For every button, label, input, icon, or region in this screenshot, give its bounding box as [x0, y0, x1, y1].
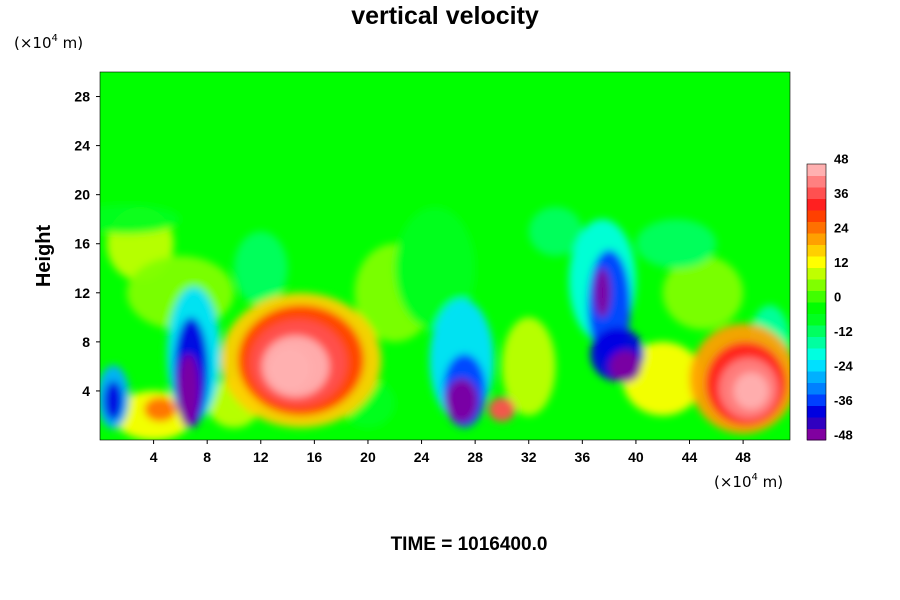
- colorbar-band: [807, 256, 826, 268]
- colorbar-band: [807, 302, 826, 314]
- colorbar-tick-label: -36: [834, 393, 853, 408]
- colorbar-band: [807, 348, 826, 360]
- colorbar-band: [807, 371, 826, 383]
- y-axis-label: Height: [33, 225, 55, 288]
- contour-region: [733, 372, 769, 410]
- colorbar-tick-label: -24: [834, 358, 854, 373]
- contour-region: [501, 317, 556, 416]
- y-ticks: 4 8 12 16 20 24 28: [74, 89, 100, 399]
- colorbar-frame: [806, 163, 827, 441]
- y-tick-label: 12: [74, 285, 90, 301]
- contour-region: [270, 348, 311, 390]
- colorbar-band: [807, 394, 826, 406]
- colorbar-band: [807, 233, 826, 245]
- colorbar-band: [807, 313, 826, 326]
- x-tick-label: 32: [521, 449, 537, 465]
- y-tick-label: 4: [82, 383, 90, 399]
- colorbar: [806, 163, 827, 441]
- y-tick-label: 16: [74, 236, 90, 252]
- colorbar-band: [807, 198, 826, 211]
- contour-region: [488, 397, 516, 422]
- colorbar-band: [807, 336, 826, 349]
- colorbar-band: [807, 382, 826, 395]
- x-tick-label: 28: [467, 449, 483, 465]
- x-tick-label: 4: [150, 449, 158, 465]
- colorbar-band: [807, 290, 826, 303]
- y-tick-label: 24: [74, 138, 90, 154]
- contour-region: [594, 268, 611, 318]
- colorbar-band: [807, 164, 826, 176]
- contour-region: [394, 206, 476, 330]
- colorbar-band: [807, 405, 826, 418]
- colorbar-band: [807, 325, 826, 337]
- x-tick-label: 16: [307, 449, 323, 465]
- colorbar-band: [807, 428, 826, 441]
- x-tick-label: 24: [414, 449, 430, 465]
- contour-region: [144, 397, 177, 422]
- x-tick-label: 44: [682, 449, 698, 465]
- x-ticks: 4 8 12 16 20 24 28 32 36 40 44 48: [150, 440, 751, 465]
- contour-region: [104, 381, 123, 421]
- colorbar-tick-label: 36: [834, 186, 848, 201]
- y-tick-label: 20: [74, 187, 90, 203]
- contour-region: [635, 219, 717, 269]
- colorbar-band: [807, 244, 826, 257]
- colorbar-band: [807, 417, 826, 429]
- x-tick-label: 12: [253, 449, 269, 465]
- x-tick-label: 36: [575, 449, 591, 465]
- colorbar-band: [807, 267, 826, 280]
- x-tick-label: 48: [735, 449, 751, 465]
- colorbar-tick-label: 12: [834, 255, 848, 270]
- contour-region: [609, 350, 642, 383]
- colorbar-band: [807, 210, 826, 222]
- colorbar-band: [807, 187, 826, 199]
- contour-region: [528, 206, 583, 256]
- x-tick-label: 8: [203, 449, 211, 465]
- colorbar-tick-label: 24: [834, 220, 849, 235]
- colorbar-tick-label: -12: [834, 324, 853, 339]
- colorbar-band: [807, 221, 826, 234]
- velocity-field: [100, 204, 790, 440]
- time-label: TIME = 1016400.0: [391, 534, 548, 555]
- contour-region: [445, 378, 478, 423]
- y-tick-label: 28: [74, 89, 90, 105]
- contour-region: [100, 204, 181, 234]
- y-tick-label: 8: [82, 334, 90, 350]
- contour-region: [177, 354, 200, 428]
- colorbar-tick-label: 0: [834, 289, 841, 304]
- y-axis-unit: (×104 m): [14, 33, 83, 52]
- x-tick-label: 40: [628, 449, 644, 465]
- contour-region: [233, 231, 288, 306]
- contour-region: [662, 255, 744, 330]
- colorbar-tick-label: -48: [834, 427, 853, 442]
- plot-frame: [99, 71, 791, 441]
- x-axis-unit: (×104 m): [714, 472, 783, 491]
- colorbar-tick-label: 48: [834, 151, 848, 166]
- plot-area: [100, 72, 790, 440]
- chart-title: vertical velocity: [351, 2, 539, 30]
- colorbar-band: [807, 175, 826, 188]
- x-tick-label: 20: [360, 449, 376, 465]
- colorbar-band: [807, 279, 826, 291]
- colorbar-ticks: 48 36 24 12 0 -12 -24 -36 -48: [834, 151, 854, 442]
- colorbar-band: [807, 359, 826, 372]
